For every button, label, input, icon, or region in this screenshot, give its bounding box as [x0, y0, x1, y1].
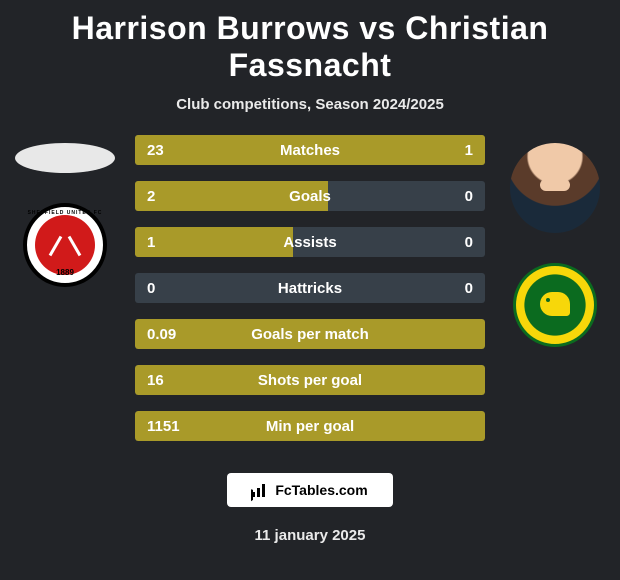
- brand-badge: FcTables.com: [227, 473, 393, 507]
- stat-row: 1151Min per goal: [135, 411, 485, 441]
- player1-column: SHEFFIELD UNITED FC 1889: [10, 135, 120, 287]
- subtitle: Club competitions, Season 2024/2025: [0, 96, 620, 113]
- player2-photo: [510, 143, 600, 233]
- stat-label: Matches: [135, 142, 485, 159]
- stat-label: Goals per match: [135, 326, 485, 343]
- canary-icon: [536, 290, 574, 320]
- fctables-icon: [252, 483, 270, 497]
- stat-row: 10Assists: [135, 227, 485, 257]
- stat-row: 20Goals: [135, 181, 485, 211]
- player1-club-logo: SHEFFIELD UNITED FC 1889: [23, 203, 107, 287]
- swords-icon: [48, 235, 82, 255]
- stat-row: 16Shots per goal: [135, 365, 485, 395]
- date-text: 11 january 2025: [0, 527, 620, 544]
- club1-year: 1889: [56, 268, 74, 277]
- stat-label: Assists: [135, 234, 485, 251]
- player2-column: [500, 135, 610, 347]
- stat-label: Hattricks: [135, 280, 485, 297]
- stat-row: 00Hattricks: [135, 273, 485, 303]
- stat-label: Goals: [135, 188, 485, 205]
- brand-text: FcTables.com: [275, 482, 367, 498]
- player2-club-logo: [513, 263, 597, 347]
- stat-label: Shots per goal: [135, 372, 485, 389]
- stat-row: 0.09Goals per match: [135, 319, 485, 349]
- player1-photo-placeholder: [15, 143, 115, 173]
- stat-bars: 231Matches 20Goals 10Assists 00Hattricks 0.0…: [135, 135, 485, 457]
- stat-row: 231Matches: [135, 135, 485, 165]
- page-title: Harrison Burrows vs Christian Fassnacht: [0, 0, 620, 84]
- comparison-panel: SHEFFIELD UNITED FC 1889 231Matches 20Goa…: [0, 135, 620, 465]
- stat-label: Min per goal: [135, 418, 485, 435]
